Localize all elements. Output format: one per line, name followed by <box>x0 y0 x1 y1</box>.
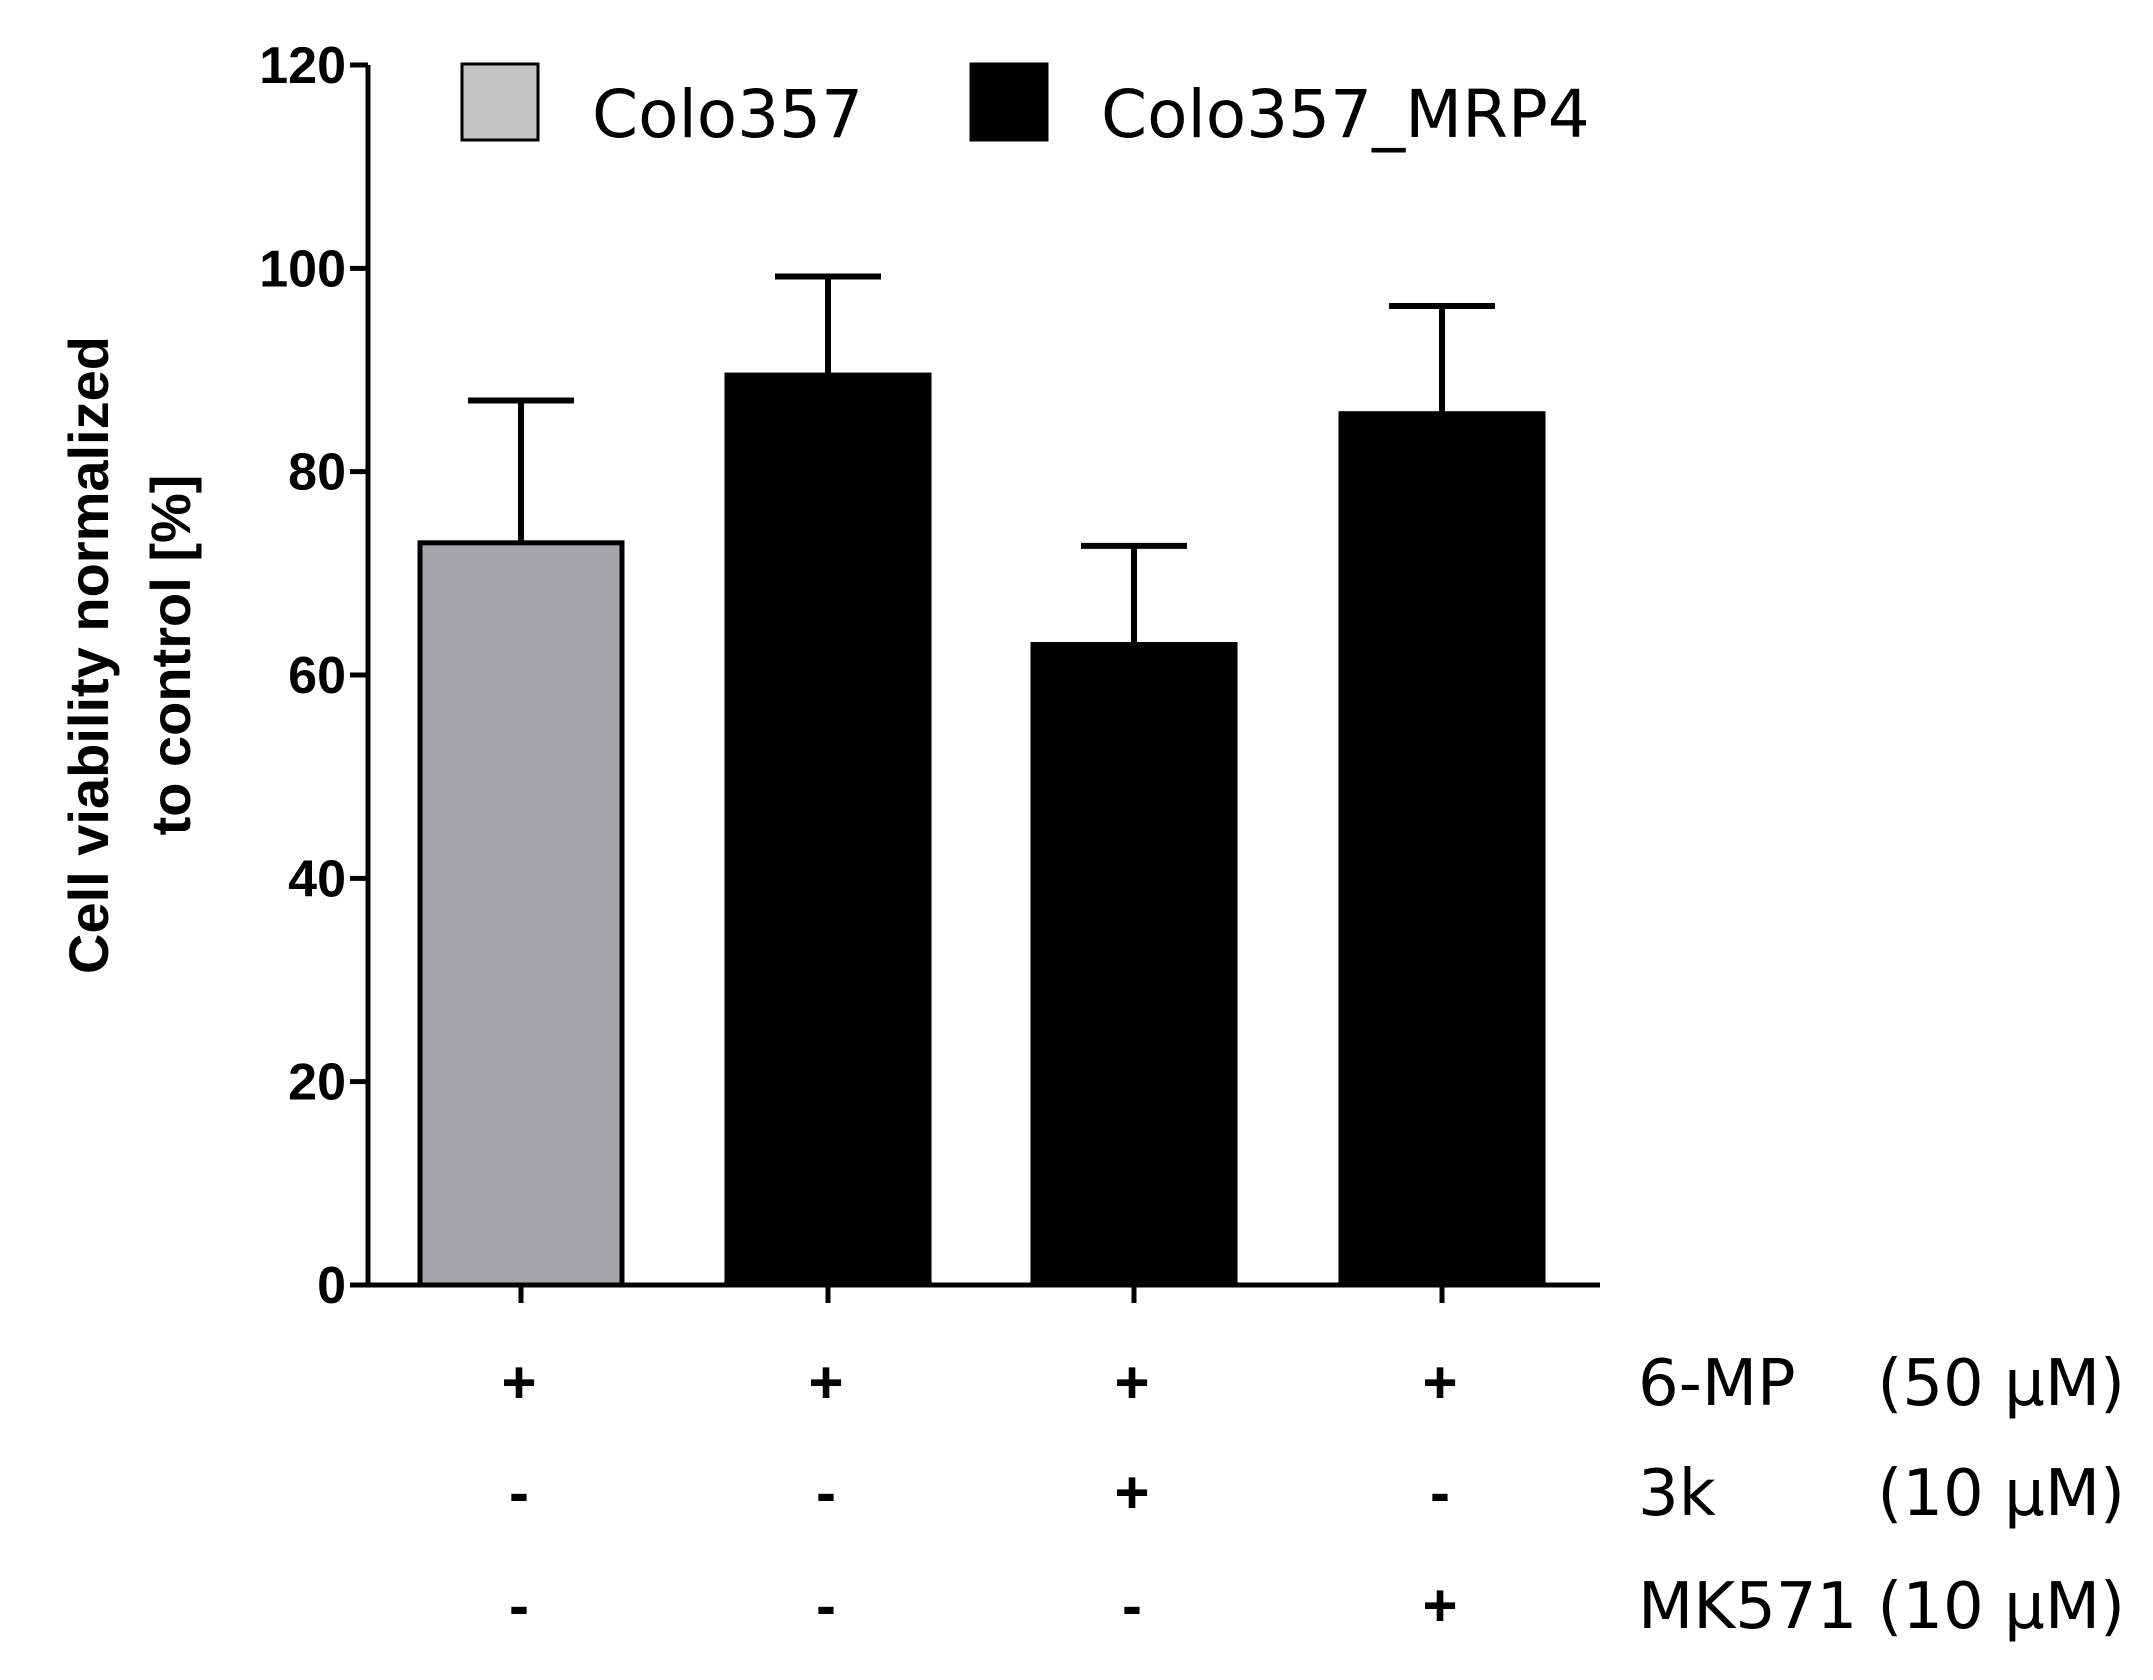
treatment-table: + + + +6-MP (50 µM) - - + - 3k (10 µM) - - - + MK571 (10… <box>501 1347 2125 1644</box>
treatment-name: MK571 <box>1638 1570 1857 1644</box>
x-axis <box>366 1282 1600 1303</box>
bars <box>417 372 1546 1288</box>
y-tick-label: 20 <box>288 1054 346 1112</box>
legend-label: Colo357_MRP4 <box>1101 76 1590 153</box>
legend-swatch <box>460 62 540 142</box>
y-tick-label: 60 <box>288 647 346 705</box>
treatment-concentration: (50 µM) <box>1877 1347 2125 1421</box>
treatment-sign: + <box>1114 1459 1149 1526</box>
bar <box>1030 642 1238 1288</box>
y-axis-title-line-1: Cell viability normalized <box>57 336 120 974</box>
error-bars <box>468 273 1495 645</box>
treatment-sign: + <box>1422 1572 1457 1639</box>
treatment-sign: + <box>1114 1349 1149 1416</box>
legend-label: Colo357 <box>592 76 863 153</box>
treatment-sign: + <box>501 1349 536 1416</box>
treatment-concentration: (10 µM) <box>1877 1457 2125 1531</box>
y-tick-label: 80 <box>288 444 346 502</box>
treatment-concentration: (10 µM) <box>1877 1570 2125 1644</box>
treatment-sign: - <box>1122 1572 1142 1639</box>
y-tick-label: 40 <box>288 850 346 908</box>
y-tick-label: 100 <box>259 240 346 298</box>
treatment-sign: + <box>1422 1349 1457 1416</box>
y-axis-title: Cell viability normalized to control [%] <box>57 336 202 974</box>
treatment-sign: - <box>1430 1459 1450 1526</box>
treatment-sign: - <box>509 1459 529 1526</box>
treatment-name: 6-MP <box>1638 1347 1796 1421</box>
treatment-sign: + <box>808 1349 843 1416</box>
bar <box>417 540 625 1288</box>
legend: Colo357 Colo357_MRP4 <box>460 62 1590 153</box>
bar <box>724 372 932 1288</box>
y-axis-title-line-2: to control [%] <box>139 475 202 836</box>
y-tick-label: 0 <box>317 1257 346 1315</box>
treatment-sign: - <box>816 1459 836 1526</box>
treatment-sign: - <box>509 1572 529 1639</box>
treatment-sign: - <box>816 1572 836 1639</box>
legend-swatch <box>969 62 1049 142</box>
bar <box>1338 411 1546 1288</box>
treatment-name: 3k <box>1638 1457 1716 1531</box>
y-axis: 0 20 40 60 80 100 120 <box>259 37 371 1315</box>
y-tick-label: 120 <box>259 37 346 95</box>
